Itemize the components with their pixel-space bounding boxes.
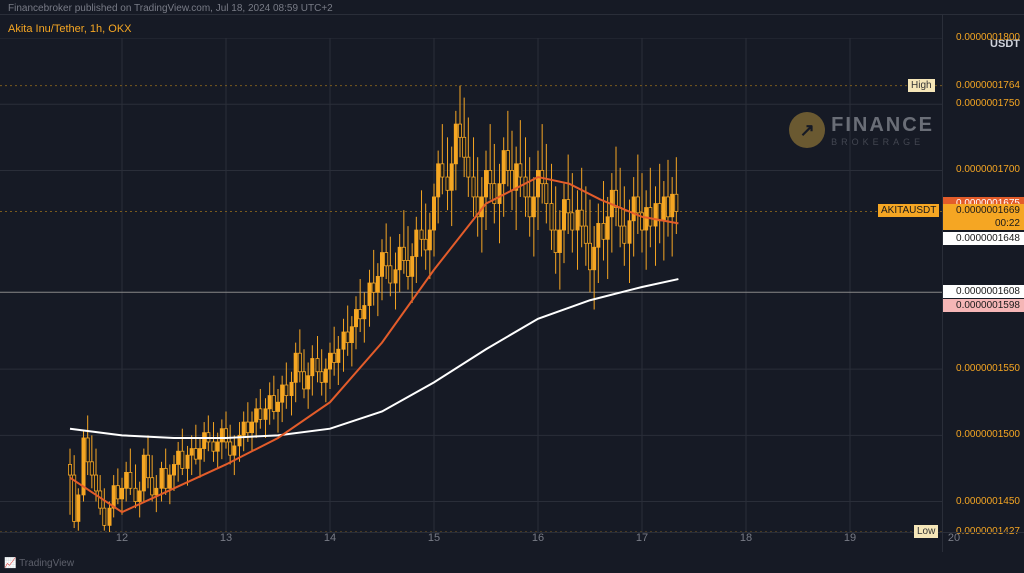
watermark: ↗ FINANCE BROKERAGE (789, 112, 934, 148)
y-tick: 0.0000001500 (956, 429, 1020, 440)
platform-footer: 📈 TradingView (4, 558, 74, 569)
x-tick: 17 (636, 532, 648, 544)
top-border (0, 14, 1024, 15)
price-tag: Low (914, 525, 938, 538)
price-marker: 0.0000001648 (942, 232, 1024, 245)
y-axis-border (942, 14, 943, 552)
price-tag: High (908, 79, 935, 92)
x-axis-border (0, 532, 1024, 533)
x-tick: 14 (324, 532, 336, 544)
price-marker: 0.0000001764 (942, 79, 1024, 92)
y-tick: 0.0000001550 (956, 363, 1020, 374)
x-tick: 19 (844, 532, 856, 544)
price-tag: AKITAUSDT (878, 204, 939, 217)
y-tick: 0.0000001450 (956, 496, 1020, 507)
symbol-title: Akita Inu/Tether, 1h, OKX (8, 23, 132, 35)
tradingview-icon: 📈 (4, 558, 16, 569)
x-tick: 20 (948, 532, 960, 544)
publish-info: Financebroker published on TradingView.c… (8, 3, 333, 14)
x-tick: 13 (220, 532, 232, 544)
watermark-icon: ↗ (789, 112, 825, 148)
x-tick: 16 (532, 532, 544, 544)
y-tick: 0.0000001700 (956, 164, 1020, 175)
price-marker: 0.0000001669 (942, 204, 1024, 217)
y-tick: 0.0000001750 (956, 98, 1020, 109)
x-tick: 18 (740, 532, 752, 544)
time-axis[interactable]: 12131415161718192021 (0, 532, 942, 552)
price-marker: 0.0000001608 (942, 285, 1024, 298)
x-tick: 12 (116, 532, 128, 544)
countdown: 00:22 (942, 217, 1024, 230)
watermark-title: FINANCE (831, 114, 934, 137)
price-axis[interactable]: USDT 0.00000018000.00000017500.000000170… (942, 38, 1024, 532)
x-tick: 15 (428, 532, 440, 544)
y-tick: 0.0000001800 (956, 32, 1020, 43)
price-marker: 0.0000001598 (942, 299, 1024, 312)
watermark-subtitle: BROKERAGE (831, 137, 934, 147)
